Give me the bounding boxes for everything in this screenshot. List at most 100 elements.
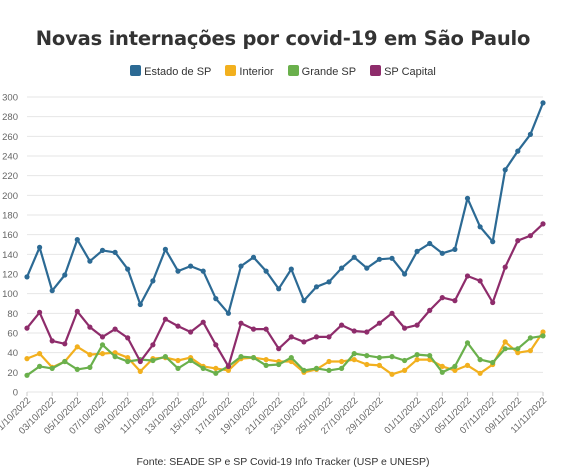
data-point-sp-capital — [24, 325, 30, 331]
data-point-grande-sp — [301, 367, 307, 373]
data-point-estado-de-sp — [49, 288, 55, 294]
data-point-interior — [74, 344, 80, 350]
data-point-grande-sp — [490, 359, 496, 366]
data-point-sp-capital — [376, 320, 382, 326]
data-point-sp-capital — [99, 334, 106, 340]
data-point-sp-capital — [188, 329, 194, 335]
data-point-sp-capital — [301, 339, 307, 345]
data-point-grande-sp — [376, 355, 382, 361]
data-point-estado-de-sp — [414, 248, 420, 254]
legend-item-interior[interactable]: Interior — [225, 65, 274, 78]
y-tick-label: 220 — [2, 171, 18, 182]
data-point-grande-sp — [238, 354, 244, 360]
data-point-grande-sp — [112, 354, 118, 360]
data-point-grande-sp — [288, 355, 294, 361]
data-point-sp-capital — [62, 341, 68, 347]
data-point-sp-capital — [37, 309, 43, 315]
data-point-estado-de-sp — [175, 268, 181, 274]
data-point-sp-capital — [477, 278, 483, 284]
data-point-grande-sp — [313, 365, 320, 371]
data-point-estado-de-sp — [339, 265, 345, 271]
data-point-estado-de-sp — [452, 246, 458, 252]
data-point-sp-capital — [49, 338, 55, 344]
data-point-grande-sp — [188, 357, 194, 364]
data-point-sp-capital — [490, 299, 496, 306]
legend-swatch — [287, 65, 299, 76]
legend-item-sp-capital[interactable]: SP Capital — [370, 65, 436, 78]
y-tick-label: 20 — [7, 368, 18, 379]
data-point-grande-sp — [351, 351, 357, 357]
data-point-estado-de-sp — [427, 240, 433, 247]
data-point-grande-sp — [515, 346, 521, 352]
data-point-grande-sp — [439, 369, 445, 375]
data-point-grande-sp — [74, 366, 80, 372]
y-tick-label: 160 — [2, 230, 18, 241]
data-point-grande-sp — [427, 353, 433, 359]
data-point-estado-de-sp — [112, 249, 118, 255]
legend-item-grande-sp[interactable]: Grande SP — [287, 65, 357, 78]
data-point-sp-capital — [250, 326, 257, 332]
data-point-grande-sp — [540, 333, 546, 339]
data-point-estado-de-sp — [137, 301, 143, 308]
data-point-interior — [376, 362, 382, 368]
data-point-interior — [175, 357, 181, 364]
data-point-estado-de-sp — [326, 279, 332, 285]
data-point-sp-capital — [540, 221, 546, 227]
data-point-interior — [515, 350, 521, 356]
data-point-estado-de-sp — [162, 246, 168, 252]
data-point-estado-de-sp — [213, 296, 219, 302]
y-tick-label: 280 — [2, 112, 18, 123]
data-point-estado-de-sp — [188, 263, 194, 269]
data-point-sp-capital — [389, 310, 395, 316]
data-point-estado-de-sp — [288, 266, 294, 272]
data-point-estado-de-sp — [74, 237, 80, 243]
y-tick-label: 140 — [2, 250, 18, 261]
y-tick-label: 240 — [2, 152, 18, 163]
data-point-estado-de-sp — [464, 195, 471, 201]
data-point-interior — [364, 361, 370, 368]
data-point-interior — [225, 367, 231, 373]
data-point-grande-sp — [263, 362, 269, 368]
data-point-estado-de-sp — [24, 274, 30, 280]
data-point-grande-sp — [125, 358, 131, 365]
data-point-grande-sp — [527, 335, 534, 341]
data-point-estado-de-sp — [540, 100, 546, 106]
data-point-interior — [477, 370, 483, 376]
legend-label: Grande SP — [301, 66, 357, 78]
data-point-grande-sp — [62, 358, 68, 365]
data-point-sp-capital — [313, 334, 320, 340]
data-point-estado-de-sp — [477, 224, 483, 230]
data-point-estado-de-sp — [87, 258, 93, 264]
data-point-estado-de-sp — [37, 244, 43, 250]
data-point-interior — [502, 339, 508, 345]
legend-label: SP Capital — [384, 66, 436, 78]
legend-item-estado-de-sp[interactable]: Estado de SP — [130, 65, 211, 78]
data-point-grande-sp — [250, 355, 257, 361]
data-point-grande-sp — [326, 367, 332, 373]
data-point-estado-de-sp — [389, 255, 395, 261]
data-point-sp-capital — [74, 308, 80, 314]
data-point-grande-sp — [162, 354, 168, 360]
data-point-sp-capital — [464, 273, 471, 279]
data-point-sp-capital — [364, 329, 370, 335]
data-point-interior — [389, 371, 395, 377]
data-point-sp-capital — [326, 334, 332, 340]
data-point-grande-sp — [150, 357, 156, 364]
data-point-sp-capital — [263, 326, 269, 332]
data-point-interior — [137, 368, 143, 374]
data-point-grande-sp — [87, 364, 93, 370]
y-tick-label: 120 — [2, 270, 18, 281]
source-note: Fonte: SEADE SP e SP Covid-19 Info Track… — [136, 456, 430, 468]
data-point-interior — [464, 362, 471, 368]
data-point-grande-sp — [339, 365, 345, 371]
data-point-interior — [37, 351, 43, 357]
data-point-interior — [213, 365, 219, 371]
data-point-sp-capital — [112, 326, 118, 332]
data-point-estado-de-sp — [527, 131, 534, 137]
data-point-sp-capital — [502, 264, 508, 270]
data-point-interior — [540, 329, 546, 335]
data-point-grande-sp — [213, 370, 219, 376]
data-point-grande-sp — [402, 357, 408, 364]
data-point-interior — [452, 367, 458, 373]
data-point-grande-sp — [175, 365, 181, 371]
